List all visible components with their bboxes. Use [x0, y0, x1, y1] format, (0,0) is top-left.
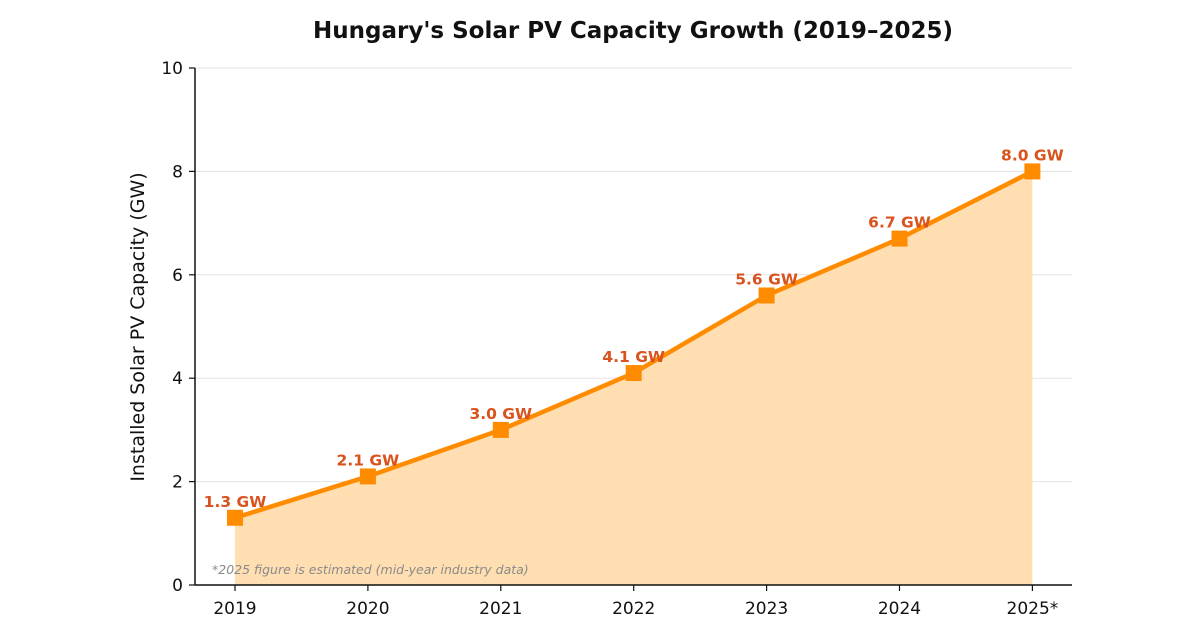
y-tick-label: 2 — [172, 473, 183, 493]
x-tick-label: 2024 — [878, 599, 921, 619]
x-tick-layer: 2019 2020 2021 2022 2023 2024 2025* — [213, 585, 1058, 619]
data-label: 6.7 GW — [868, 214, 931, 232]
data-point-2024 — [891, 230, 908, 247]
x-tick-label: 2025* — [1007, 599, 1059, 619]
y-tick-label: 10 — [161, 59, 183, 79]
data-label: 1.3 GW — [204, 493, 267, 511]
data-label: 4.1 GW — [602, 348, 665, 366]
x-tick-label: 2021 — [479, 599, 522, 619]
x-tick-label: 2022 — [612, 599, 655, 619]
x-tick-label: 2023 — [745, 599, 788, 619]
y-tick-label: 8 — [172, 162, 183, 182]
data-point-2021 — [492, 421, 509, 438]
data-point-2025 — [1024, 163, 1041, 180]
data-point-2022 — [625, 365, 642, 382]
y-tick-label: 4 — [172, 369, 183, 389]
data-label: 3.0 GW — [469, 405, 532, 423]
data-point-2023 — [758, 287, 775, 304]
marker-layer — [227, 163, 1041, 526]
data-label: 8.0 GW — [1001, 146, 1064, 164]
chart-title: Hungary's Solar PV Capacity Growth (2019… — [313, 18, 953, 44]
y-tick-layer: 0 2 4 6 8 10 — [161, 59, 195, 596]
estimate-footnote: *2025 figure is estimated (mid-year indu… — [212, 562, 529, 577]
data-label: 5.6 GW — [735, 270, 798, 288]
data-label: 2.1 GW — [337, 451, 400, 469]
x-tick-label: 2019 — [213, 599, 256, 619]
y-tick-label: 6 — [172, 266, 183, 286]
data-point-2020 — [359, 468, 376, 485]
data-label-layer: 1.3 GW 2.1 GW 3.0 GW 4.1 GW 5.6 GW 6.7 GW 8.0 … — [204, 146, 1064, 510]
y-axis-label: Installed Solar PV Capacity (GW) — [127, 172, 149, 481]
x-tick-label: 2020 — [346, 599, 389, 619]
data-point-2019 — [227, 509, 243, 526]
y-tick-label: 0 — [172, 576, 183, 596]
